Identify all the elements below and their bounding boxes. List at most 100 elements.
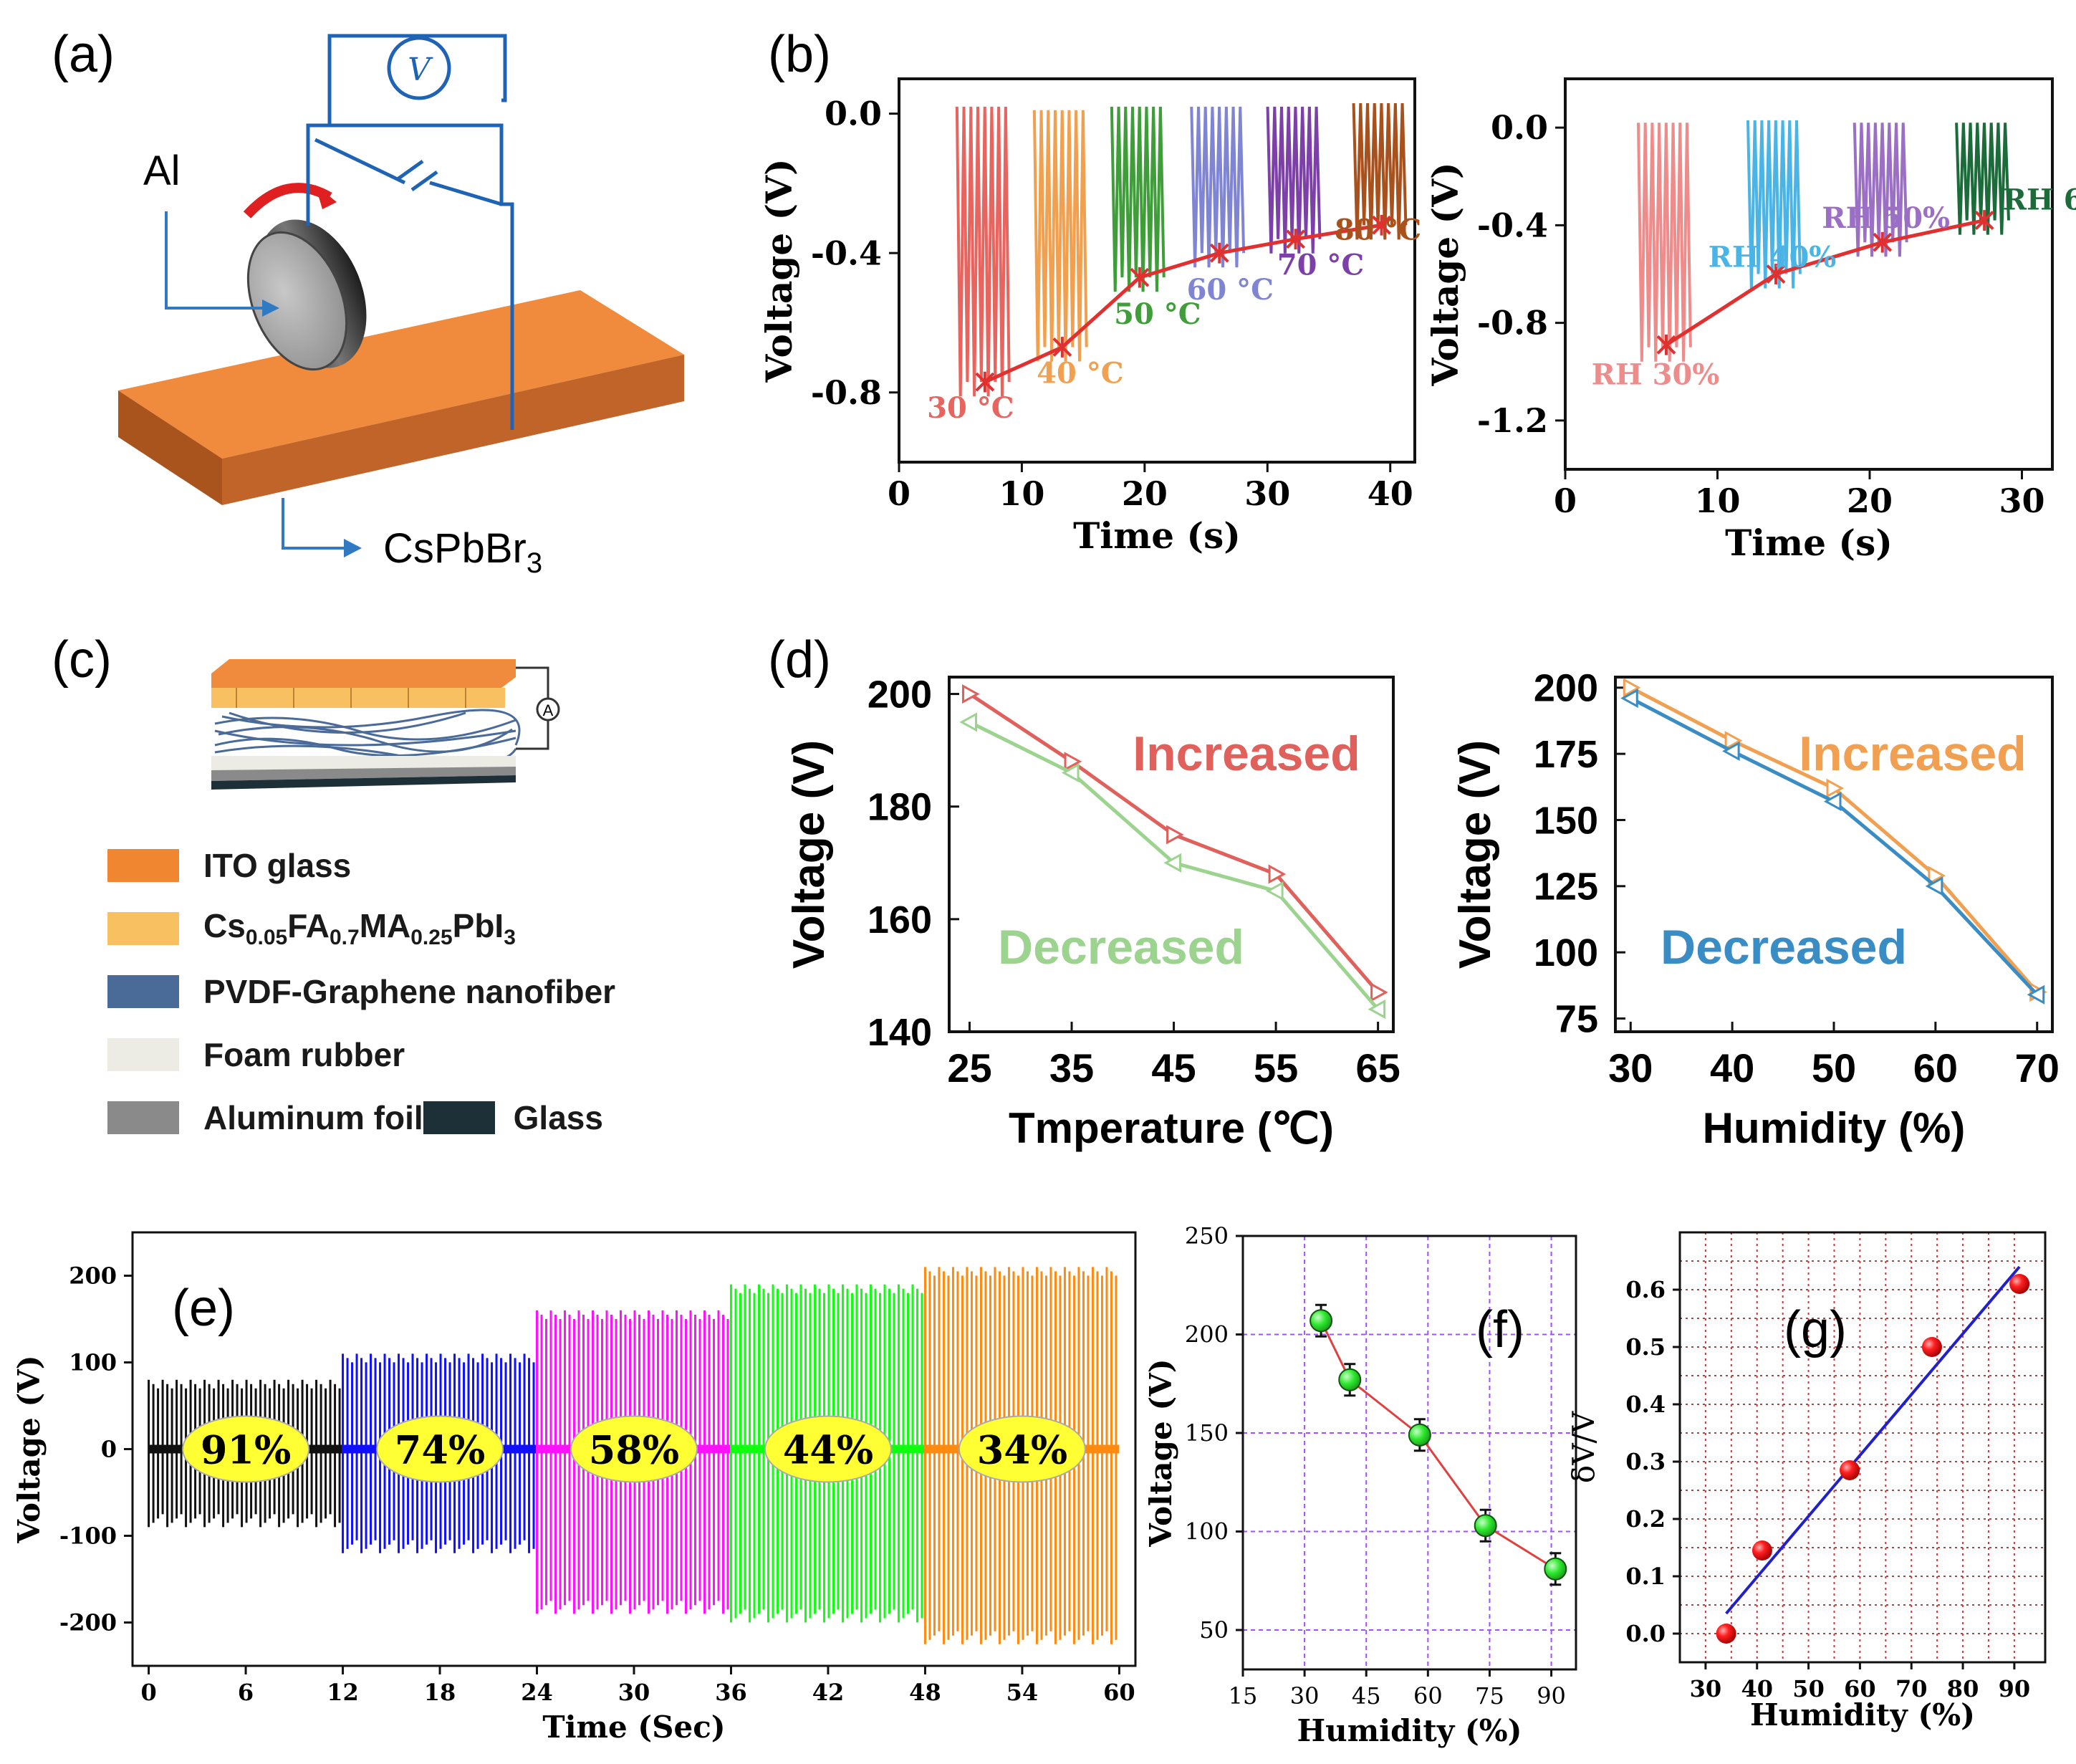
y-tick-label: 0.0: [1491, 108, 1548, 147]
chart-b-humidity: 0 10 20 30 0.0 -0.4 -0.8 -1.2 Time (s) Voltage (V…: [1424, 77, 2076, 564]
y-tick-label: 150: [1185, 1419, 1229, 1447]
humidity-badge-label: 58%: [589, 1427, 679, 1473]
x-tick-label: 48: [909, 1679, 941, 1706]
x-axis-label: Tmperature (℃): [1009, 1104, 1334, 1152]
data-point: [1408, 1423, 1431, 1447]
x-axis-label: Time (s): [1725, 522, 1893, 564]
y-tick-label: 160: [868, 898, 932, 941]
y-tick-label: 200: [69, 1262, 117, 1290]
voltage-burst: [1190, 106, 1246, 268]
data-point: [1544, 1557, 1567, 1581]
x-tick-label: 0: [888, 474, 910, 513]
series-label: 70 °C: [1277, 249, 1364, 282]
series-label: 80 °C: [1335, 213, 1421, 246]
voltage-burst: [1266, 106, 1322, 254]
legend-swatch: [107, 975, 179, 1008]
series-label-increased: Increased: [1133, 727, 1360, 781]
panel-label-a: (a): [52, 26, 115, 83]
y-tick-label: -100: [59, 1523, 117, 1550]
data-point: [1265, 881, 1284, 901]
x-tick-label: 0: [140, 1679, 156, 1706]
x-tick-label: 75: [1475, 1682, 1504, 1710]
y-tick-label: 0.0: [825, 95, 882, 133]
y-tick-label: 125: [1534, 866, 1598, 909]
y-tick-label: -0.8: [1477, 304, 1548, 342]
series-label: RH 60%: [2003, 183, 2076, 217]
x-tick-label: 10: [1694, 481, 1740, 520]
voltage-burst: [1637, 123, 1692, 362]
panel-a-schematic: V Al CsPbBr3: [118, 34, 684, 579]
data-point: [1268, 864, 1287, 884]
series-label: RH 30%: [1592, 358, 1720, 391]
y-axis-label: Voltage (V): [11, 1355, 47, 1543]
x-tick-label: 54: [1006, 1679, 1039, 1706]
x-tick-label: 30: [618, 1679, 650, 1706]
y-axis-label: Voltage (V): [784, 740, 834, 969]
x-tick-label: 36: [715, 1679, 747, 1706]
x-tick-label: 6: [238, 1679, 254, 1706]
trend-line: [1665, 219, 1985, 347]
nanofiber-layer: [214, 709, 521, 764]
data-point: [1309, 1309, 1333, 1333]
legend-item-ito: ITO glass: [107, 845, 351, 886]
data-point: [1826, 778, 1845, 798]
data-point: [962, 684, 980, 704]
x-tick-label: 20: [1122, 474, 1168, 513]
voltage-burst: [1032, 110, 1088, 362]
trend-marker: [1286, 229, 1305, 250]
legend-item-nanofiber: PVDF-Graphene nanofiber: [107, 972, 615, 1012]
data-point: [1724, 731, 1743, 751]
data-point: [1716, 1624, 1736, 1644]
humidity-badge-label: 74%: [395, 1427, 485, 1473]
trend-marker: [1974, 210, 1994, 231]
legend-swatch: [107, 912, 179, 945]
y-tick-label: 0: [101, 1436, 117, 1463]
voltage-burst: [1746, 120, 1802, 289]
trend-line: [984, 223, 1382, 384]
data-point: [1064, 752, 1082, 772]
y-tick-label: -1.2: [1477, 401, 1548, 440]
data-point: [1823, 792, 1842, 812]
x-tick-label: 40: [1741, 1675, 1773, 1702]
panel-label-d: (d): [768, 631, 831, 689]
y-axis-label: Voltage (V): [1143, 1358, 1178, 1547]
series-label: 50 °C: [1114, 297, 1201, 331]
rotation-arrow-icon: [243, 183, 332, 219]
x-tick-label: 40: [1368, 474, 1413, 513]
x-tick-label: 30: [1608, 1045, 1653, 1090]
x-tick-label: 20: [1847, 481, 1893, 520]
chart-e-voltage-time: 0 6 12 18 24 30 36 42 48 54 60 200 100 0 -100 -200 Time …: [11, 1231, 1137, 1745]
fit-line: [1725, 1265, 2021, 1615]
x-axis-label: Time (Sec): [542, 1710, 725, 1745]
data-point: [959, 712, 978, 732]
y-tick-label: -200: [59, 1609, 117, 1636]
x-tick-label: 70: [1895, 1675, 1928, 1702]
trend-marker: [1766, 264, 1786, 284]
y-tick-label: 200: [1534, 667, 1598, 710]
legend-item-perovskite: Cs0.05FA0.7MA0.25PbI3: [107, 907, 516, 950]
y-tick-label: -0.4: [811, 234, 882, 272]
trend-marker: [1052, 337, 1072, 358]
chart-g-dvv-humidity: 30 40 50 60 70 80 90 0.6 0.5 0.4 0.3 0.2 0.1 0.0 Humid…: [1566, 1231, 2047, 1732]
plot-frame: [898, 77, 1416, 464]
y-tick-label: 250: [1185, 1222, 1229, 1250]
voltage-burst: [1110, 106, 1166, 292]
x-tick-label: 30: [1690, 1675, 1722, 1702]
y-axis-label: Voltage (V): [1424, 162, 1466, 386]
voltmeter-label: V: [408, 52, 433, 88]
y-tick-label: 75: [1555, 997, 1598, 1040]
label-al: Al: [143, 148, 181, 194]
al-disk: [246, 219, 367, 371]
x-tick-label: 24: [521, 1679, 553, 1706]
chart-b-temperature: 0 10 20 30 40 0.0 -0.4 -0.8 Time (s) Voltage (V) 3…: [758, 77, 1421, 557]
x-tick-label: 30: [1999, 481, 2044, 520]
data-point: [1338, 1368, 1362, 1391]
legend-swatch: [107, 1038, 179, 1071]
plot-frame: [1241, 1235, 1577, 1671]
legend-item-aluminum: Aluminum foil Glass: [107, 1098, 603, 1138]
chart-d-humidity: 30 40 50 60 70 200 175 150 125 100 75 Humidity (%) V…: [1451, 667, 2060, 1152]
voltage-burst: [1352, 102, 1408, 240]
x-tick-label: 50: [1812, 1045, 1856, 1090]
y-axis-label: δV/V: [1566, 1411, 1601, 1483]
x-tick-label: 30: [1290, 1682, 1320, 1710]
